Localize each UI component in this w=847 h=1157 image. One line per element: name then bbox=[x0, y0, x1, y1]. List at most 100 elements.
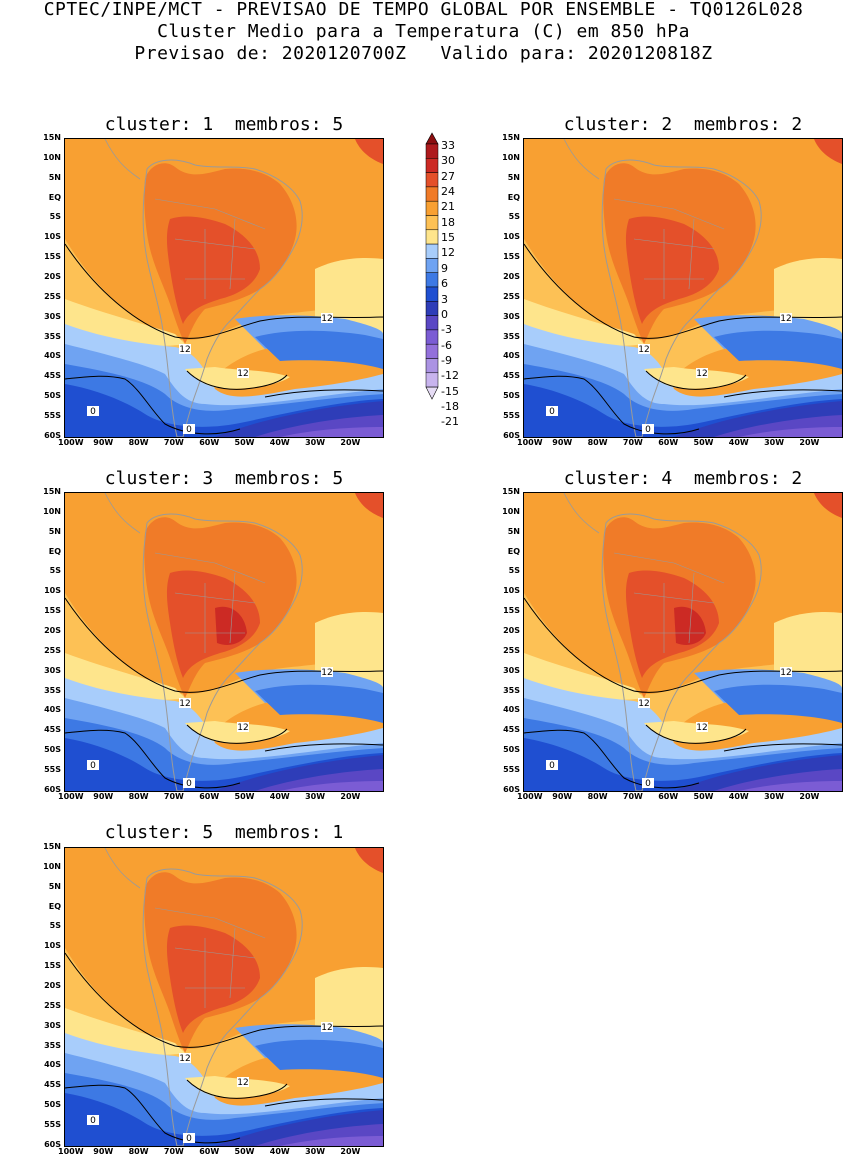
latitude-tick-label: 40S bbox=[44, 351, 61, 361]
map-panel-5: 12 12 12 0 0 bbox=[64, 847, 384, 1147]
longitude-tick-label: 20W bbox=[799, 792, 820, 801]
latitude-tick-label: 25S bbox=[503, 645, 520, 655]
latitude-tick-label: 5S bbox=[49, 921, 61, 931]
contour-0 bbox=[524, 729, 700, 789]
contour-0 bbox=[65, 1084, 241, 1144]
band-3-north bbox=[255, 1039, 383, 1078]
colorbar-tick-label: -15 bbox=[441, 384, 459, 398]
latitude-tick-label: 40S bbox=[503, 351, 520, 361]
latitude-tick-label: 45S bbox=[44, 1080, 61, 1090]
latitude-tick-label: 25S bbox=[44, 291, 61, 301]
contour-0-east bbox=[723, 389, 842, 398]
longitude-tick-label: 50W bbox=[234, 438, 255, 447]
colorbar-tick-label: -21 bbox=[441, 415, 459, 429]
panel-5-title: cluster: 5 membros: 1 bbox=[104, 822, 344, 843]
contour-0-east bbox=[264, 389, 383, 398]
contour-label-0a-bg bbox=[87, 760, 99, 770]
colorbar-segment bbox=[425, 372, 439, 388]
contour-label-12c: 12 bbox=[321, 314, 332, 324]
longitude-tick-label: 40W bbox=[728, 792, 749, 801]
hot-core-24 bbox=[166, 216, 260, 324]
longitude-tick-label: 90W bbox=[93, 438, 114, 447]
color-scale-bar bbox=[425, 132, 439, 400]
latitude-tick-label: 5S bbox=[49, 212, 61, 222]
latitude-tick-label: EQ bbox=[507, 546, 520, 556]
colorbar-segment bbox=[425, 186, 439, 202]
colorbar-segment bbox=[425, 329, 439, 345]
latitude-tick-label: 5S bbox=[508, 212, 520, 222]
longitude-tick-label: 60W bbox=[199, 792, 220, 801]
colorbar-tick-label: -12 bbox=[441, 369, 459, 383]
caribbean-warm bbox=[814, 493, 842, 518]
contour-label-12c: 12 bbox=[321, 1023, 332, 1033]
colorbar-tick-label: 24 bbox=[441, 185, 455, 199]
contour-label-12b: 12 bbox=[237, 1078, 248, 1088]
colorbar-segment bbox=[425, 272, 439, 288]
longitude-tick-label: 70W bbox=[622, 438, 643, 447]
caribbean-warm bbox=[355, 493, 383, 518]
latitude-tick-label: 50S bbox=[503, 391, 520, 401]
latitude-tick-label: 35S bbox=[44, 685, 61, 695]
longitude-tick-label: 90W bbox=[93, 1147, 114, 1156]
latitude-tick-label: 45S bbox=[503, 725, 520, 735]
contour-label-0b-bg bbox=[642, 778, 654, 788]
colorbar-tick-label: 9 bbox=[441, 261, 448, 275]
hot-core-24 bbox=[166, 925, 260, 1033]
contour-0-east bbox=[264, 1098, 383, 1107]
contour-0 bbox=[65, 375, 241, 435]
colorbar-tick-label: 21 bbox=[441, 200, 455, 214]
latitude-tick-label: 5N bbox=[48, 526, 61, 536]
latitude-tick-label: 10S bbox=[503, 232, 520, 242]
contour-12-south bbox=[186, 724, 288, 744]
longitude-tick-label: 20W bbox=[340, 792, 361, 801]
central-america-outline bbox=[563, 493, 600, 534]
country-borders bbox=[613, 552, 725, 653]
contour-label-12c: 12 bbox=[780, 314, 791, 324]
map-panel-4: 12 12 12 0 0 bbox=[523, 492, 843, 792]
contour-12-north bbox=[65, 952, 383, 1048]
hot-core-24 bbox=[625, 216, 719, 324]
colorbar-segment bbox=[425, 258, 439, 273]
subtitle-dates: Previsao de: 2020120700Z Valido para: 20… bbox=[134, 43, 713, 64]
longitude-tick-label: 30W bbox=[764, 438, 785, 447]
colorbar-segment bbox=[425, 215, 439, 231]
contour-label-0b: 0 bbox=[186, 779, 192, 789]
panel-3-title: cluster: 3 membros: 5 bbox=[104, 468, 344, 489]
colorbar-segment bbox=[425, 343, 439, 359]
contour-label-12a: 12 bbox=[179, 1054, 190, 1064]
contour-label-0b: 0 bbox=[186, 425, 192, 435]
longitude-tick-label: 50W bbox=[234, 1147, 255, 1156]
latitude-tick-label: 55S bbox=[503, 410, 520, 420]
latitude-tick-label: EQ bbox=[507, 192, 520, 202]
band-m9 bbox=[739, 427, 842, 437]
longitude-tick-label: 60W bbox=[658, 792, 679, 801]
longitude-tick-label: 90W bbox=[93, 792, 114, 801]
contour-12-north bbox=[524, 597, 842, 693]
contour-label-12b-bg bbox=[237, 1077, 249, 1087]
latitude-tick-label: 5N bbox=[48, 172, 61, 182]
contour-label-0b: 0 bbox=[645, 779, 651, 789]
longitude-tick-label: 100W bbox=[58, 1147, 84, 1156]
longitude-tick-label: 60W bbox=[199, 438, 220, 447]
latitude-tick-label: 25S bbox=[503, 291, 520, 301]
longitude-tick-label: 40W bbox=[728, 438, 749, 447]
band-m9 bbox=[280, 781, 383, 791]
contour-0-east bbox=[723, 743, 842, 752]
contour-label-12a: 12 bbox=[179, 699, 190, 709]
latitude-tick-label: 5N bbox=[507, 172, 520, 182]
contour-label-12b: 12 bbox=[696, 369, 707, 379]
colorbar-segment bbox=[425, 143, 439, 159]
colorbar-segment bbox=[425, 172, 439, 188]
colorbar-tick-label: -3 bbox=[441, 323, 452, 337]
latitude-tick-label: 15S bbox=[44, 961, 61, 971]
contour-label-12a-bg bbox=[179, 344, 191, 354]
contour-label-12a-bg bbox=[179, 698, 191, 708]
colorbar-segment bbox=[425, 315, 439, 331]
latitude-tick-label: 20S bbox=[503, 625, 520, 635]
continent-outline bbox=[142, 513, 303, 791]
longitude-tick-label: 30W bbox=[305, 792, 326, 801]
colorbar-segment bbox=[425, 200, 439, 216]
longitude-tick-label: 20W bbox=[799, 438, 820, 447]
band-m9 bbox=[280, 427, 383, 437]
latitude-tick-label: 40S bbox=[44, 705, 61, 715]
